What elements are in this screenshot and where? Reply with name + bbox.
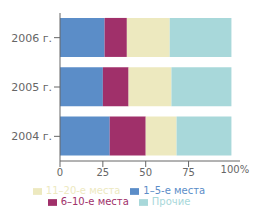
- svg-text:2004 г.: 2004 г.: [11, 130, 52, 143]
- svg-text:100%: 100%: [221, 164, 250, 175]
- html-text:11–20-е места: 11–20-е места: [45, 185, 121, 196]
- svg-text:2005 г.: 2005 г.: [11, 81, 52, 94]
- svg-text:2006 г.: 2006 г.: [11, 32, 52, 45]
- svg-text:0: 0: [57, 167, 63, 178]
- html-text:6–10-е места: 6–10-е места: [60, 196, 129, 207]
- svg-text:75: 75: [182, 167, 195, 178]
- svg-text:50: 50: [139, 167, 152, 178]
- svg-text:25: 25: [96, 167, 109, 178]
- html-text:1–5-е места: 1–5-е места: [143, 185, 206, 196]
- html-text:Прочие: Прочие: [151, 196, 191, 207]
